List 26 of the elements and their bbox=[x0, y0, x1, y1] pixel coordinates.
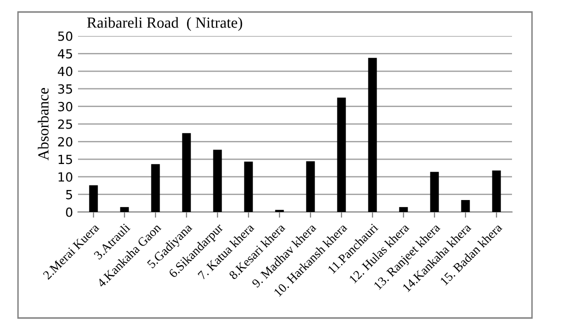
bar bbox=[430, 172, 439, 212]
bar bbox=[337, 98, 346, 212]
y-tick-label: 15 bbox=[58, 154, 72, 164]
bar bbox=[244, 162, 253, 212]
y-tick-label: 20 bbox=[58, 137, 72, 147]
bar bbox=[89, 185, 98, 212]
bar bbox=[182, 133, 191, 212]
bar bbox=[492, 170, 501, 212]
bar bbox=[461, 200, 470, 212]
y-tick-label: 25 bbox=[58, 119, 72, 129]
y-axis-title: Absorbance bbox=[38, 88, 49, 160]
y-tick-label: 45 bbox=[58, 49, 72, 59]
y-tick-label: 35 bbox=[58, 84, 72, 94]
y-tick-label: 50 bbox=[58, 31, 72, 41]
y-tick-label: 0 bbox=[66, 207, 72, 217]
y-tick-label: 5 bbox=[66, 190, 72, 200]
y-tick-label: 30 bbox=[58, 102, 72, 112]
bar bbox=[213, 150, 222, 212]
y-tick-label: 10 bbox=[58, 172, 72, 182]
bar bbox=[151, 164, 160, 212]
y-tick-label: 40 bbox=[58, 66, 72, 76]
chart-title: Raibareli Road ( Nitrate) bbox=[87, 17, 242, 31]
bar bbox=[306, 161, 315, 212]
bar bbox=[368, 58, 377, 212]
bar bbox=[399, 207, 408, 212]
bar bbox=[120, 207, 129, 212]
